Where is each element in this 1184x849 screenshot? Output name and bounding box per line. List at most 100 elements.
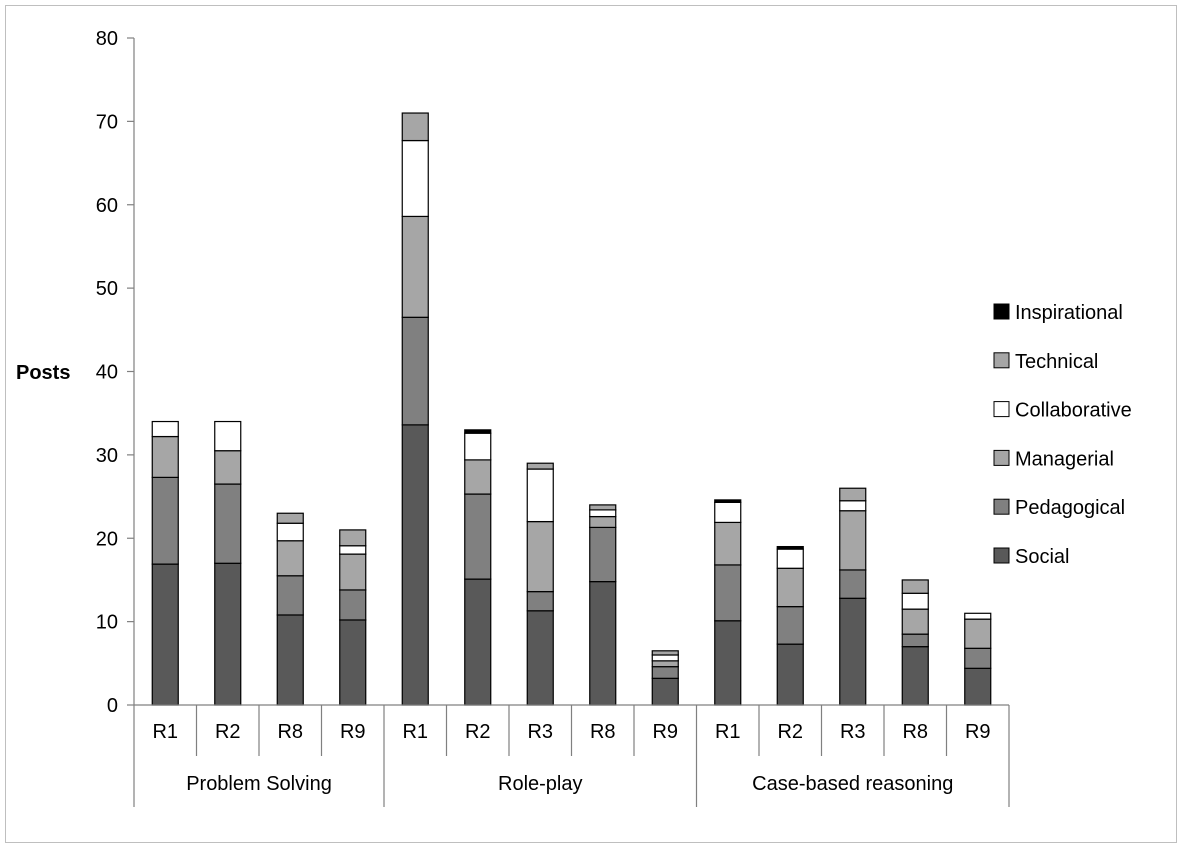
bars-layer [151,112,992,706]
bar-segment-technical-4 [401,112,429,142]
bar-segment-managerial-0 [151,435,179,478]
x-tick-label: R8 [590,721,616,743]
bar-segment-pedagogical-6 [526,591,554,612]
bar-segment-pedagogical-0 [151,476,179,565]
legend-label-technical: Technical [1015,351,1098,373]
bar-segment-pedagogical-11 [839,569,867,599]
x-categories-layer: R1 R2 R8 R9 R1 R2 R3 R8 R9 R1 R2 R3 R8 R9 Problem Solv… [152,721,990,795]
x-tick-label: R9 [965,721,991,743]
bar-segment-inspirational-5 [464,429,492,434]
bar-segment-managerial-1 [214,450,242,485]
bar-segment-collaborative-2 [276,522,304,542]
y-tick-label: 60 [96,195,118,217]
bar-segment-pedagogical-12 [901,633,929,648]
bar-segment-technical-11 [839,487,867,502]
bar-segment-collaborative-3 [339,545,367,555]
y-tick-label: 70 [96,111,118,133]
legend-label-social: Social [1015,546,1069,568]
legend-swatch-managerial [993,449,1010,466]
bar-segment-pedagogical-3 [339,589,367,621]
bar-segment-technical-6 [526,462,554,470]
bar-segment-pedagogical-2 [276,575,304,616]
x-tick-label: R1 [715,721,741,743]
bar-segment-technical-8 [651,650,679,656]
legend: Inspirational Technical Collaborative Manag… [993,302,1132,568]
x-tick-label: R2 [215,721,241,743]
bar-segment-managerial-6 [526,520,554,593]
bar-segment-collaborative-10 [776,548,804,569]
axes-layer [133,38,1010,807]
bar-segment-managerial-10 [776,567,804,608]
bar-segment-technical-12 [901,579,929,594]
group-label: Case-based reasoning [752,773,953,795]
bar-segment-managerial-11 [839,510,867,571]
bar-segment-managerial-8 [651,660,679,668]
bar-segment-social-9 [714,620,742,706]
group-label: Problem Solving [186,773,332,795]
legend-swatch-social [993,547,1010,564]
y-axis-title: Posts [16,362,70,384]
x-tick-label: R8 [277,721,303,743]
legend-label-inspirational: Inspirational [1015,302,1123,324]
x-tick-label: R2 [465,721,491,743]
y-tick-label: 30 [96,445,118,467]
bar-segment-technical-2 [276,512,304,524]
bar-segment-managerial-7 [589,515,617,529]
bar-segment-social-2 [276,614,304,706]
bar-segment-collaborative-12 [901,592,929,610]
legend-swatch-pedagogical [993,498,1010,515]
bar-segment-pedagogical-9 [714,564,742,622]
y-tick-label: 80 [96,28,118,50]
legend-swatch-collaborative [993,401,1010,418]
bar-segment-technical-3 [339,529,367,547]
x-tick-label: R8 [902,721,928,743]
bar-segment-pedagogical-1 [214,483,242,564]
bar-segment-pedagogical-10 [776,606,804,645]
bar-segment-social-0 [151,563,179,706]
bar-segment-managerial-4 [401,215,429,318]
bar-segment-managerial-9 [714,521,742,566]
legend-swatch-inspirational [993,303,1010,320]
bar-segment-collaborative-1 [214,420,242,452]
legend-label-collaborative: Collaborative [1015,400,1132,422]
bar-segment-collaborative-4 [401,139,429,218]
bar-segment-social-12 [901,646,929,706]
bar-segment-collaborative-9 [714,501,742,524]
bar-segment-social-3 [339,619,367,706]
bar-segment-pedagogical-13 [964,647,992,669]
bar-segment-inspirational-10 [776,545,804,550]
legend-label-pedagogical: Pedagogical [1015,497,1125,519]
bar-segment-managerial-3 [339,553,367,591]
bar-segment-social-4 [401,424,429,706]
bar-segment-collaborative-8 [651,654,679,662]
group-label: Role-play [498,773,582,795]
bar-segment-pedagogical-7 [589,526,617,583]
bar-segment-social-8 [651,677,679,706]
x-tick-label: R9 [652,721,678,743]
x-tick-label: R9 [340,721,366,743]
bar-segment-collaborative-13 [964,612,992,620]
bar-segment-collaborative-0 [151,420,179,438]
bar-segment-collaborative-5 [464,432,492,461]
bar-segment-social-6 [526,610,554,706]
bar-segment-collaborative-7 [589,509,617,518]
bar-segment-inspirational-9 [714,499,742,503]
bar-segment-collaborative-6 [526,468,554,523]
y-ticks-layer: 0 10 20 30 40 50 60 70 80 [96,28,134,717]
bar-segment-social-7 [589,581,617,706]
bar-segment-managerial-2 [276,540,304,577]
y-tick-label: 20 [96,528,118,550]
bar-segment-pedagogical-8 [651,666,679,679]
x-tick-label: R3 [840,721,866,743]
y-tick-label: 40 [96,362,118,384]
bar-segment-technical-7 [589,504,617,511]
bar-segment-social-5 [464,578,492,706]
bar-segment-social-1 [214,562,242,706]
bar-segment-social-13 [964,667,992,706]
bar-segment-pedagogical-4 [401,316,429,426]
bar-segment-managerial-13 [964,618,992,649]
x-tick-label: R2 [777,721,803,743]
legend-swatch-technical [993,352,1010,369]
y-tick-label: 0 [107,695,118,717]
